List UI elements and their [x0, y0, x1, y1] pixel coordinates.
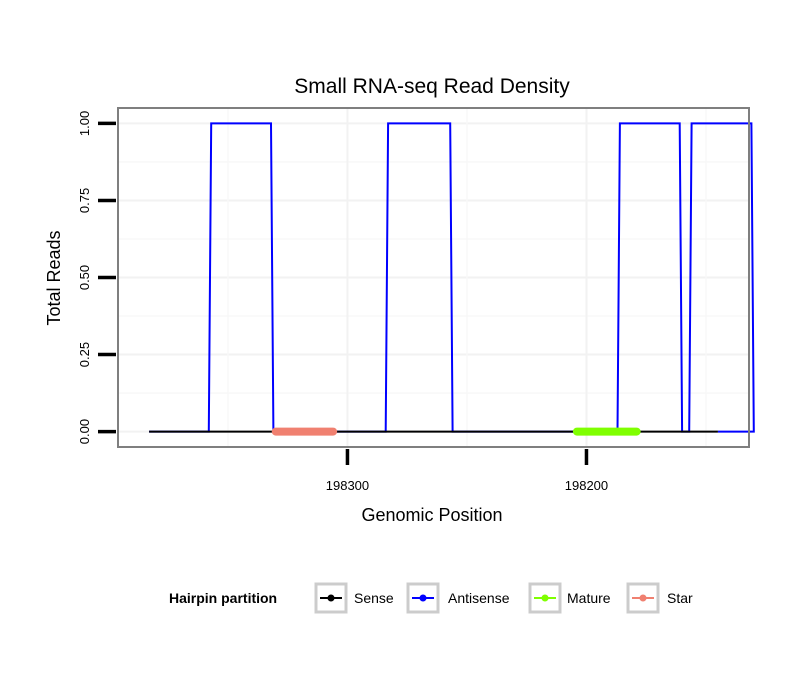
x-tick-label-0: 198300 [326, 478, 369, 493]
legend-label-star: Star [667, 590, 693, 606]
y-tick-label-4: 1.00 [77, 111, 92, 136]
y-tick-label-2: 0.50 [77, 265, 92, 290]
y-tick-label-3: 0.75 [77, 188, 92, 213]
x-axis-label: Genomic Position [361, 505, 502, 525]
legend-key-point-antisense [419, 594, 427, 602]
legend-key-point-star [639, 594, 647, 602]
y-axis: 0.00 0.25 0.50 0.75 1.00 [77, 111, 116, 444]
legend-label-antisense: Antisense [448, 590, 510, 606]
legend-label-mature: Mature [567, 590, 611, 606]
legend-key-point-mature [541, 594, 549, 602]
legend-key-point-sense [327, 594, 335, 602]
legend-title: Hairpin partition [169, 590, 277, 606]
y-tick-label-1: 0.25 [77, 342, 92, 367]
grid-lines [118, 108, 749, 447]
x-tick-label-1: 198200 [565, 478, 608, 493]
x-axis: 198300 198200 [326, 449, 608, 493]
legend-label-sense: Sense [354, 590, 394, 606]
series-lines [149, 122, 755, 436]
chart-title: Small RNA-seq Read Density [294, 75, 570, 98]
plot-panel-border [117, 107, 750, 448]
y-axis-label: Total Reads [44, 230, 64, 325]
y-tick-label-0: 0.00 [77, 419, 92, 444]
legend: Hairpin partition Sense Antisense Mature Sta… [169, 582, 693, 614]
